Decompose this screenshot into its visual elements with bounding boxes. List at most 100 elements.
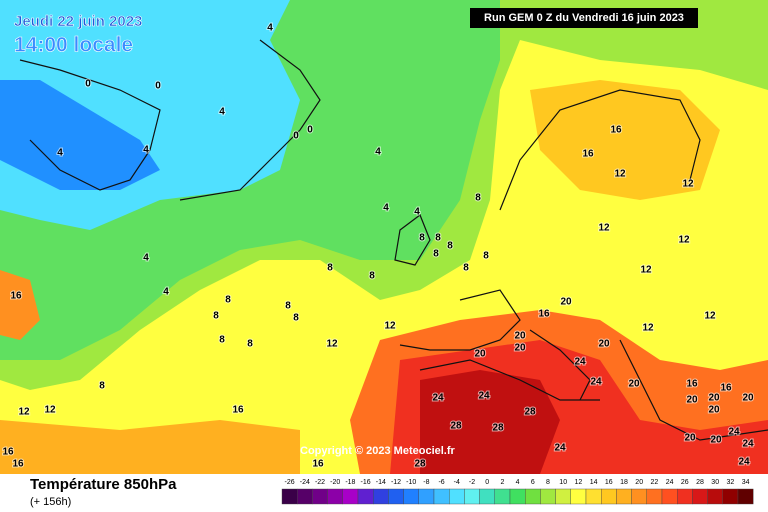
legend-tick-label: -6 (438, 479, 444, 486)
contour-label: 20 (560, 297, 572, 308)
contour-label: 8 (99, 381, 105, 392)
contour-label: 8 (219, 335, 225, 346)
contour-label: 20 (684, 433, 696, 444)
contour-label: 0 (293, 131, 299, 142)
contour-label: 12 (682, 179, 694, 190)
legend-swatch (677, 488, 693, 505)
contour-label: 16 (610, 125, 622, 136)
legend-swatch (540, 488, 556, 505)
contour-label: 8 (463, 263, 469, 274)
contour-label: 20 (686, 395, 698, 406)
legend-swatch (373, 488, 389, 505)
contour-label: 20 (628, 379, 640, 390)
legend-tick-label: 12 (575, 479, 583, 486)
contour-label: 16 (2, 447, 14, 458)
legend-tick-label: -22 (315, 479, 325, 486)
legend-swatch (281, 488, 298, 505)
legend-swatch (601, 488, 617, 505)
contour-label: 20 (710, 435, 722, 446)
field-orange-south (0, 420, 300, 474)
legend-tick-label: -18 (345, 479, 355, 486)
legend-swatch (418, 488, 435, 505)
legend-swatch (616, 488, 632, 505)
contour-label: 28 (524, 407, 536, 418)
coastline (419, 359, 600, 401)
contour-label: 28 (450, 421, 462, 432)
legend-tick-label: 14 (590, 479, 598, 486)
contour-label: 4 (143, 253, 149, 264)
legend-swatch (692, 488, 708, 505)
coastline (179, 39, 321, 201)
contour-label: 12 (598, 223, 610, 234)
contour-label: 0 (85, 79, 91, 90)
legend-swatch (494, 488, 511, 505)
legend-swatch (479, 488, 496, 505)
contour-label: 24 (738, 457, 750, 468)
legend-tick-label: 20 (635, 479, 643, 486)
contour-label: 20 (708, 405, 720, 416)
legend-swatch (525, 488, 541, 505)
contour-label: 12 (44, 405, 56, 416)
legend-swatch (661, 488, 678, 505)
coastline (529, 329, 591, 401)
contour-label: 24 (432, 393, 444, 404)
contour-label: 16 (720, 383, 732, 394)
legend-tick-label: 10 (559, 479, 567, 486)
contour-label: 24 (574, 357, 586, 368)
contour-label: 12 (384, 321, 396, 332)
contour-label: 4 (383, 203, 389, 214)
contour-label: 24 (728, 427, 740, 438)
run-info: Run GEM 0 Z du Vendredi 16 juin 2023 (484, 12, 684, 24)
contour-label: 8 (225, 295, 231, 306)
legend-swatch (585, 488, 602, 505)
legend-tick-label: 28 (696, 479, 704, 486)
contour-label: 8 (369, 271, 375, 282)
contour-label: 12 (704, 311, 716, 322)
legend-tick-label: -10 (406, 479, 416, 486)
copyright: Copyright © 2023 Meteociel.fr (300, 445, 456, 457)
contour-label: 8 (247, 339, 253, 350)
legend-tick-label: 24 (666, 479, 674, 486)
contour-label: 8 (213, 311, 219, 322)
contour-label: 16 (232, 405, 244, 416)
run-box (470, 8, 698, 28)
contour-label: 12 (678, 235, 690, 246)
contour-label: 28 (492, 423, 504, 434)
coastline (499, 89, 701, 211)
forecast-date: Jeudi 22 juin 2023 (14, 13, 142, 30)
field-orange-west (0, 270, 40, 340)
coastline (619, 339, 768, 441)
contour-label: 16 (12, 459, 24, 470)
contour-label: 4 (267, 23, 273, 34)
contour-label: 12 (18, 407, 30, 418)
legend-swatch (342, 488, 359, 505)
legend-swatch (570, 488, 587, 505)
contour-label: 8 (447, 241, 453, 252)
contour-label: 16 (312, 459, 324, 470)
legend-tick-label: -12 (391, 479, 401, 486)
legend-tick-label: -2 (469, 479, 475, 486)
contour-label: 8 (435, 233, 441, 244)
legend-swatch (509, 488, 526, 505)
contour-label: 0 (307, 125, 313, 136)
contour-label: 20 (474, 349, 486, 360)
contour-label: 20 (514, 331, 526, 342)
legend-tick-label: 2 (500, 479, 504, 486)
legend-swatch (312, 488, 328, 505)
legend-tick-label: -16 (361, 479, 371, 486)
contour-label: 4 (414, 207, 420, 218)
coastline (19, 59, 161, 191)
legend-swatch (357, 488, 374, 505)
coastline (399, 289, 521, 351)
legend-swatch (631, 488, 647, 505)
legend-tick-label: 8 (546, 479, 550, 486)
legend-swatch (433, 488, 450, 505)
footer-title: Température 850hPa (30, 476, 177, 493)
contour-label: 4 (375, 147, 381, 158)
contour-label: 12 (326, 339, 338, 350)
contour-label: 16 (582, 149, 594, 160)
contour-label: 8 (419, 233, 425, 244)
legend-tick-label: -14 (376, 479, 386, 486)
contour-label: 24 (742, 439, 754, 450)
